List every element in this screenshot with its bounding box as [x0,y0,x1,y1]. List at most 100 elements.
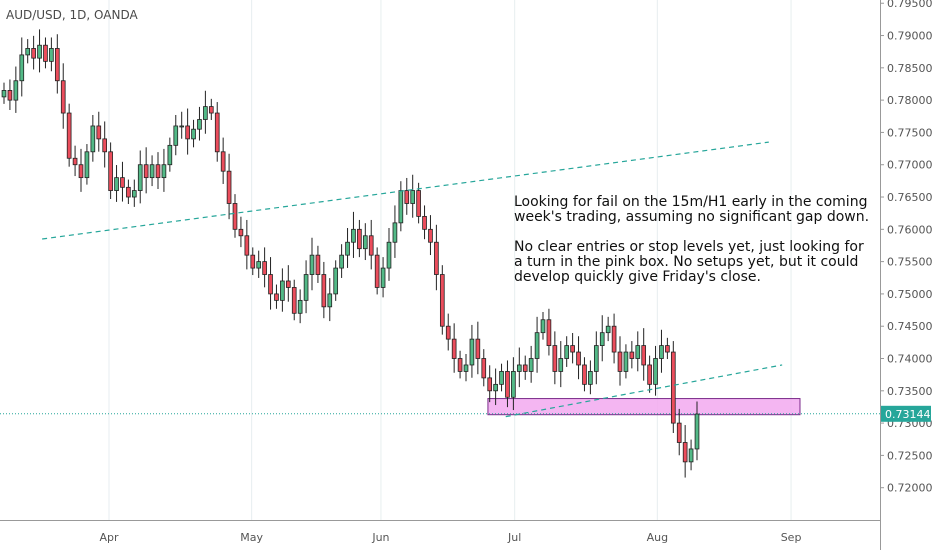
candle [102,121,108,168]
candle [220,137,226,184]
candle [108,142,113,199]
candle [528,345,534,383]
candle [96,111,102,152]
candle [250,247,256,276]
candle [90,114,96,162]
candle [653,345,658,396]
y-tick-label: 0.76500 [887,191,932,204]
candle [457,350,463,379]
candle [208,98,214,121]
candle [256,250,262,278]
y-tick-label: 0.75500 [887,256,932,269]
trendline[interactable] [505,364,783,418]
chart-title: AUD/USD, 1D, OANDA [6,8,138,22]
pink-target-box[interactable] [487,398,801,416]
current-price-label: 0.73144 [885,408,931,421]
candle [66,103,72,167]
candle [511,357,516,411]
candle [670,341,676,433]
y-tick-label: 0.79500 [887,0,932,10]
candle [303,260,309,314]
candle [60,63,66,129]
candle [416,182,421,224]
candle [7,79,13,111]
y-tick-label: 0.75000 [887,288,932,301]
candle [623,344,629,379]
candle [244,219,250,270]
y-tick-label: 0.72000 [887,482,932,495]
candle [19,37,25,97]
y-tick-label: 0.78000 [887,94,932,107]
candle [291,279,297,321]
candle [582,357,587,392]
candle [505,360,510,408]
candle [522,355,528,380]
x-tick-label: Aug [647,531,668,544]
candle [185,108,190,155]
candle [564,336,570,367]
x-tick-label: Apr [99,531,119,544]
candle [380,257,386,298]
candle [321,261,327,319]
candle [179,111,185,139]
candle [203,90,208,134]
candle [540,312,546,340]
candle [37,29,42,73]
candle [333,260,339,301]
candle [629,341,635,369]
candle [78,148,84,192]
candle [410,174,416,218]
candle [558,341,564,388]
y-tick-label: 0.73500 [887,385,932,398]
y-tick-label: 0.74500 [887,320,932,333]
y-tick-label: 0.74000 [887,353,932,366]
candle [191,119,196,148]
candle [617,336,623,386]
y-tick-label: 0.77500 [887,126,932,139]
candle [605,316,611,342]
price-axis[interactable]: 0.720000.725000.730000.735000.740000.745… [880,0,932,550]
x-tick-label: May [240,531,263,544]
candle [297,289,303,324]
candle [499,363,504,392]
y-tick-label: 0.77000 [887,159,932,172]
candle [392,205,398,258]
candle [72,145,78,177]
candle [611,313,617,364]
candle [688,439,694,471]
candle [404,177,410,215]
candle [238,216,244,248]
candle [114,165,119,202]
current-price-badge: 0.73144 [881,405,931,422]
candle [570,332,575,364]
candle [552,331,558,385]
candle [588,360,593,395]
y-tick-label: 0.72500 [887,449,932,462]
x-tick-label: Jul [507,531,521,544]
candle [309,237,315,291]
candle [161,148,167,192]
candle [13,66,19,113]
candle [475,321,481,375]
candle [659,329,664,373]
candle [682,425,688,478]
candle [126,179,131,204]
candle [339,244,344,278]
candle [226,153,232,220]
note-paragraph-1: Looking for fail on the 15m/H1 early in … [514,194,870,225]
candle [463,353,469,382]
candle [280,268,285,312]
candle [285,265,291,302]
candle [516,347,522,388]
candle [345,228,350,268]
time-axis[interactable]: Apr May Jun Jul Aug Sep [0,520,880,545]
candle [268,257,273,310]
candle [534,316,540,373]
candle [31,35,36,70]
candle [137,150,143,204]
y-tick-label: 0.78500 [887,62,932,75]
candle [546,308,552,356]
candle [481,349,487,387]
x-tick-label: Jun [371,531,389,544]
